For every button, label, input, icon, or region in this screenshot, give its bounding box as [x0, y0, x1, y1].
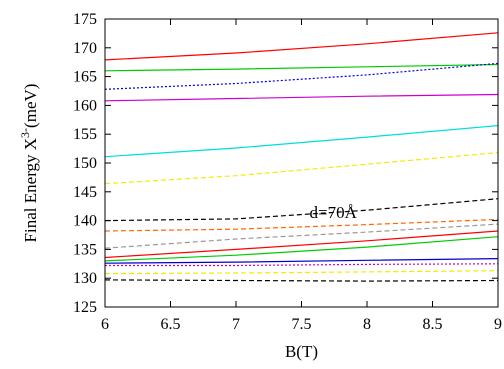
- series-line-10: [104, 230, 499, 259]
- x-tick-label: 7: [232, 316, 240, 333]
- y-tick-label: 165: [73, 69, 97, 86]
- series-line-9: [104, 223, 499, 249]
- x-tick-label: 9: [494, 316, 502, 333]
- series-layer: [104, 32, 499, 282]
- y-tick-label: 145: [73, 184, 97, 201]
- x-tick-label: 6.5: [161, 316, 181, 333]
- y-tick-label: 135: [73, 241, 97, 258]
- annotation-label: d=70Å: [310, 203, 358, 222]
- x-tick-label: 6: [101, 316, 109, 333]
- labels-layer: 6 6.5 7 7.5 8 8.5 9 125 130 135 140 145 150 155 160 165…: [73, 11, 502, 333]
- series-line-14: [104, 270, 499, 275]
- series-line-5: [104, 125, 499, 158]
- series-line-7: [104, 198, 499, 222]
- plot-frame: [104, 18, 499, 308]
- y-tick-label: 125: [73, 299, 97, 316]
- y-tick-label: 140: [73, 213, 97, 230]
- x-tick-label: 8.5: [423, 316, 443, 333]
- y-tick-label: 175: [73, 11, 97, 28]
- y-tick-label: 150: [73, 155, 97, 172]
- y-axis-title: Final Energy X3-(meV): [18, 84, 40, 243]
- y-axis-title-unit: (meV): [21, 84, 40, 128]
- series-line-3: [104, 62, 499, 90]
- series-line-8: [104, 218, 499, 232]
- series-line-1: [104, 32, 499, 61]
- series-line-13: [105, 263, 499, 267]
- y-tick-label: 170: [73, 40, 97, 57]
- series-line-2: [104, 63, 499, 72]
- series-line-11: [104, 236, 499, 262]
- series-line-15: [104, 279, 499, 282]
- y-axis-title-superscript: 3-: [18, 128, 32, 138]
- series-line-12: [104, 258, 499, 264]
- ticks-layer: [104, 18, 499, 308]
- series-line-4: [104, 93, 499, 102]
- y-tick-label: 130: [73, 270, 97, 287]
- y-tick-label: 155: [73, 126, 97, 143]
- series-line-6: [104, 152, 499, 185]
- x-axis-title: B(T): [285, 342, 318, 361]
- annotation-layer: d=70Å: [310, 203, 358, 222]
- x-tick-label: 7.5: [292, 316, 312, 333]
- x-tick-label: 8: [363, 316, 371, 333]
- y-axis-title-main: Final Energy X: [21, 138, 40, 243]
- y-tick-label: 160: [73, 97, 97, 114]
